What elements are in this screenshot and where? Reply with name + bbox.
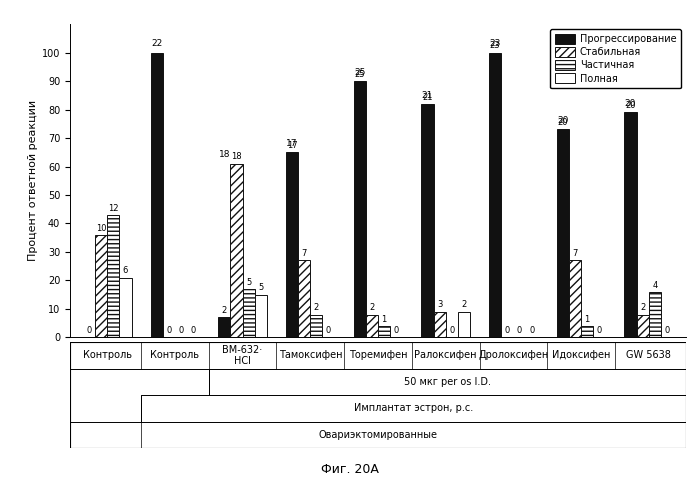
Text: 2: 2 [222, 306, 227, 315]
Y-axis label: Процент ответной реакции: Процент ответной реакции [28, 100, 38, 261]
Text: 17: 17 [286, 139, 297, 148]
Text: 20: 20 [557, 118, 568, 127]
Text: 2: 2 [461, 300, 467, 309]
Bar [70, 342, 686, 369]
Text: 0: 0 [529, 326, 534, 335]
Text: 0: 0 [393, 326, 399, 335]
Text: 0: 0 [449, 326, 454, 335]
Text: Идоксифен: Идоксифен [552, 350, 610, 361]
Bar [107, 215, 120, 337]
Text: 2: 2 [640, 303, 645, 312]
Text: 0: 0 [166, 326, 172, 335]
Bar [218, 318, 230, 337]
Text: 0: 0 [178, 326, 183, 335]
Text: Тамоксифен: Тамоксифен [279, 350, 342, 361]
Text: 7: 7 [573, 249, 577, 258]
Text: 0: 0 [86, 326, 92, 335]
Text: 0: 0 [596, 326, 602, 335]
Text: ВМ-632·
HCl: ВМ-632· HCl [223, 345, 262, 366]
Text: Дролоксифен: Дролоксифен [478, 350, 549, 361]
Text: 10: 10 [96, 224, 106, 233]
Text: 5: 5 [246, 278, 251, 287]
Text: 1: 1 [584, 315, 590, 324]
Bar [70, 422, 686, 448]
Text: 18: 18 [218, 150, 230, 160]
Text: 6: 6 [122, 267, 128, 275]
Text: 0: 0 [517, 326, 522, 335]
Bar [209, 369, 686, 395]
Text: 18: 18 [231, 152, 241, 161]
Text: 21: 21 [422, 93, 433, 102]
Bar [649, 292, 661, 337]
Bar [255, 295, 267, 337]
Bar [421, 104, 433, 337]
Bar [141, 395, 686, 422]
Text: Ралоксифен: Ралоксифен [414, 350, 477, 361]
Text: 22: 22 [151, 40, 162, 48]
Text: 50 мкг per os I.D.: 50 мкг per os I.D. [404, 377, 491, 387]
Bar [556, 130, 569, 337]
Text: 0: 0 [505, 326, 510, 335]
Text: Фиг. 20А: Фиг. 20А [321, 463, 379, 476]
Text: 0: 0 [190, 326, 196, 335]
Text: 21: 21 [421, 91, 433, 100]
Text: Торемифен: Торемифен [349, 350, 407, 361]
Bar [354, 81, 366, 337]
Text: 2: 2 [370, 303, 374, 312]
Text: 25: 25 [354, 68, 365, 77]
Text: 20: 20 [625, 101, 636, 110]
Text: 3: 3 [437, 300, 442, 309]
Text: 25: 25 [354, 70, 365, 79]
Bar [243, 289, 255, 337]
Bar [378, 326, 390, 337]
Bar [310, 315, 323, 337]
Bar [569, 260, 581, 337]
Text: 0: 0 [664, 326, 670, 335]
Text: 12: 12 [108, 204, 118, 213]
Bar [230, 164, 243, 337]
Text: Имплантат эстрон, p.c.: Имплантат эстрон, p.c. [354, 403, 473, 414]
Text: 17: 17 [287, 141, 298, 150]
Text: Контроль: Контроль [83, 350, 132, 361]
Text: 2: 2 [314, 303, 319, 312]
Text: GW 5638: GW 5638 [626, 350, 671, 361]
Text: 7: 7 [302, 249, 307, 258]
Text: 1: 1 [382, 315, 386, 324]
Text: 5: 5 [258, 283, 263, 293]
Text: 20: 20 [557, 116, 568, 125]
Text: 20: 20 [625, 99, 636, 108]
Bar [286, 152, 298, 337]
Text: 4: 4 [652, 281, 657, 290]
Bar [489, 53, 501, 337]
Bar [366, 315, 378, 337]
Bar [298, 260, 310, 337]
Bar [624, 112, 636, 337]
Bar [433, 312, 446, 337]
Bar [120, 278, 132, 337]
Bar [150, 53, 162, 337]
Bar [95, 235, 107, 337]
Text: Овариэктомированные: Овариэктомированные [318, 430, 438, 440]
Text: Контроль: Контроль [150, 350, 200, 361]
Text: 23: 23 [490, 41, 500, 50]
Text: 0: 0 [326, 326, 331, 335]
Bar [636, 315, 649, 337]
Text: 23: 23 [489, 40, 500, 48]
Legend: Прогрессирование, Стабильная, Частичная, Полная: Прогрессирование, Стабильная, Частичная,… [550, 29, 681, 89]
Bar [458, 312, 470, 337]
Bar [581, 326, 594, 337]
